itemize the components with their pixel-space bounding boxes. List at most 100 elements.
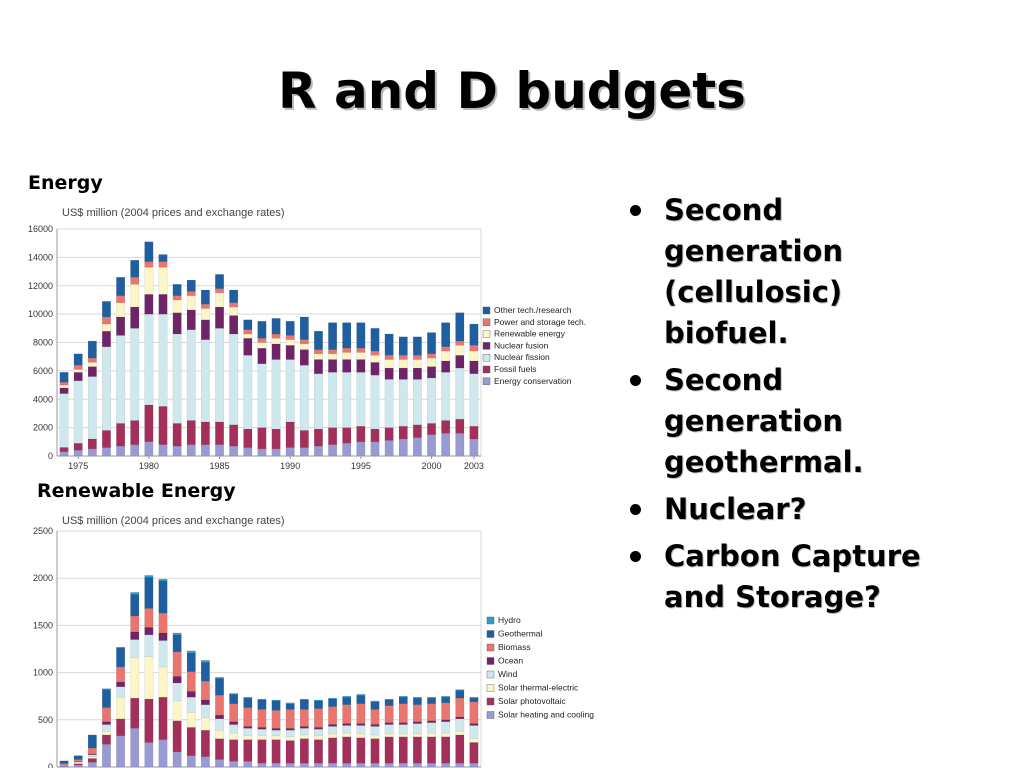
bar-segment-other-tech-research (271, 318, 281, 335)
bar-segment-hydro (356, 694, 366, 696)
bar-segment-wind (87, 754, 97, 757)
legend-label-fossil-fuels: Fossil fuels (494, 364, 537, 374)
energy-chart-label: Energy (28, 172, 103, 194)
legend-label-hydro: Hydro (498, 615, 521, 625)
bar-segment-ocean (257, 727, 267, 730)
bar-segment-solar-photovoltaic (257, 739, 267, 764)
bar-segment-biomass (427, 703, 436, 721)
bar-segment-wind (398, 724, 408, 735)
bar-segment-solar-photovoltaic (271, 739, 281, 764)
bar-segment-hydro (412, 696, 422, 699)
bar-segment-biomass (356, 703, 366, 724)
bar-segment-nuclear-fission (455, 367, 465, 420)
bar-segment-solar-thermal-electric (342, 732, 352, 737)
bar-segment-biomass (398, 703, 408, 723)
bar-segment-wind (144, 634, 154, 657)
bar-segment-ocean (158, 632, 168, 641)
bar-segment-solar-heating-and-cooling (314, 763, 323, 768)
bar-segment-geothermal (87, 734, 97, 749)
bar-segment-wind (215, 718, 224, 731)
bar-segment-nuclear-fission (200, 339, 210, 423)
bar-segment-solar-photovoltaic (469, 742, 479, 764)
bar-segment-solar-thermal-electric (215, 729, 224, 739)
bar-segment-biomass (412, 704, 422, 722)
legend-label-ocean: Ocean (498, 656, 523, 666)
bar-segment-ocean (441, 719, 451, 722)
bar-segment-geothermal (299, 699, 309, 710)
legend-swatch-nuclear-fusion (482, 342, 491, 350)
bar-segment-renewable-energy (469, 350, 479, 362)
bar-segment-solar-thermal-electric (116, 696, 126, 720)
bullet-list: Second generation (cellulosic) biofuel. … (622, 190, 962, 624)
bar-segment-wind (229, 724, 239, 734)
bar-segment-nuclear-fusion (158, 294, 168, 315)
bar-segment-geothermal (102, 689, 111, 708)
bar-segment-geothermal (328, 698, 338, 707)
bar-segment-hydro (243, 696, 253, 699)
bar-segment-hydro (314, 699, 323, 702)
bar-segment-ocean (130, 631, 140, 640)
y-tick-label: 16000 (28, 224, 53, 234)
bar-segment-hydro (384, 698, 394, 701)
bar-segment-solar-photovoltaic (172, 720, 182, 753)
bar-segment-solar-thermal-electric (412, 733, 422, 737)
bar-segment-solar-thermal-electric (285, 736, 295, 741)
bar-segment-hydro (130, 592, 140, 595)
bar-segment-wind (469, 725, 479, 739)
y-tick-label: 6000 (33, 366, 53, 376)
bar-segment-wind (243, 728, 253, 737)
legend-swatch-other-tech-research (482, 306, 491, 315)
bar-segment-geothermal (186, 652, 196, 672)
bullet-item: Second generation (cellulosic) biofuel. (622, 190, 962, 354)
bar-segment-ocean (186, 691, 196, 698)
legend-swatch-energy-conservation (482, 377, 491, 385)
bar-segment-solar-thermal-electric (398, 733, 408, 737)
bar-segment-solar-photovoltaic (370, 738, 380, 764)
bar-segment-geothermal (384, 699, 394, 706)
bar-segment-solar-thermal-electric (469, 738, 479, 743)
legend-label-solar-photovoltaic: Solar photovoltaic (498, 696, 566, 706)
bar-segment-biomass (116, 666, 126, 683)
bar-segment-wind (441, 721, 451, 734)
bar-segment-solar-heating-and-cooling (285, 763, 295, 768)
bar-segment-solar-heating-and-cooling (229, 761, 239, 768)
bar-segment-other-tech-research (130, 260, 140, 278)
bar-segment-wind (370, 726, 380, 736)
bar-segment-hydro (398, 696, 408, 698)
legend-label-power-and-storage-tech: Power and storage tech. (494, 317, 586, 327)
bar-segment-geothermal (144, 577, 154, 609)
bar-segment-other-tech-research (158, 254, 168, 262)
bar-segment-hydro (257, 698, 267, 701)
bar-segment-solar-thermal-electric (370, 734, 380, 739)
bar-segment-ocean (398, 722, 408, 725)
bar-segment-geothermal (427, 697, 436, 704)
bar-segment-solar-photovoltaic (356, 737, 366, 764)
legend-swatch-nuclear-fission (482, 354, 491, 362)
bar-segment-geothermal (215, 678, 224, 696)
bar-segment-other-tech-research (229, 289, 239, 303)
bar-segment-power-and-storage-tech (243, 329, 253, 335)
bar-segment-ocean (427, 720, 436, 723)
bar-segment-solar-heating-and-cooling (271, 763, 281, 768)
bar-segment-wind (102, 724, 111, 732)
bar-segment-biomass (87, 747, 97, 754)
bar-segment-ocean (102, 721, 111, 725)
y-tick-label: 1000 (33, 668, 53, 678)
bar-segment-ocean (469, 723, 479, 726)
legend-swatch-geothermal (486, 630, 495, 638)
bar-segment-solar-photovoltaic (200, 729, 210, 757)
bar-segment-nuclear-fission (370, 374, 380, 430)
bar-segment-solar-photovoltaic (73, 763, 83, 766)
legend-label-solar-heating-and-cooling: Solar heating and cooling (498, 710, 594, 720)
bar-segment-other-tech-research (370, 328, 380, 352)
bar-segment-geothermal (342, 696, 352, 705)
bar-segment-solar-photovoltaic (441, 736, 451, 764)
bar-segment-ocean (243, 726, 253, 729)
bar-segment-other-tech-research (314, 330, 323, 350)
bar-segment-other-tech-research (116, 277, 126, 296)
bar-segment-solar-heating-and-cooling (87, 762, 97, 768)
slide-title: R and D budgets (278, 62, 746, 120)
bar-segment-wind (328, 726, 338, 735)
bar-segment-geothermal (412, 697, 422, 705)
bar-segment-solar-thermal-electric (186, 712, 196, 728)
